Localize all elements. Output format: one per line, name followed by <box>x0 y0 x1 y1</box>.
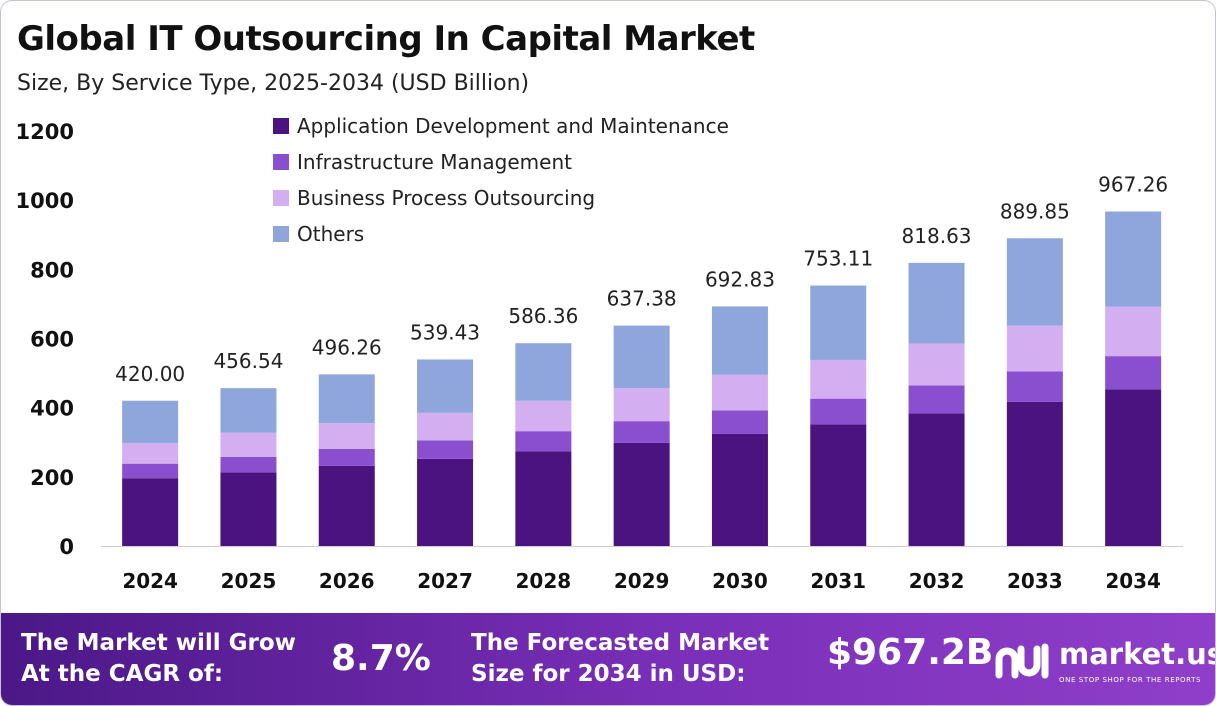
bar-segment-1 <box>220 472 277 546</box>
legend-label: Others <box>297 222 364 246</box>
bar-total-label: 692.83 <box>705 267 775 291</box>
bar-segment-1 <box>711 433 768 546</box>
bar-segment-4 <box>1006 238 1063 326</box>
bar-segment-2 <box>220 456 277 473</box>
bar-segment-2 <box>810 398 867 425</box>
brand-name: market.us <box>1059 637 1216 671</box>
bar-total-label: 420.00 <box>115 362 185 386</box>
bar-segment-1 <box>1105 389 1162 546</box>
x-tick-label: 2032 <box>909 569 965 593</box>
bar-segment-4 <box>318 374 375 424</box>
bar-segment-3 <box>220 432 277 457</box>
bar-segment-4 <box>908 262 965 344</box>
x-tick-label: 2025 <box>221 569 277 593</box>
chart-subtitle: Size, By Service Type, 2025-2034 (USD Bi… <box>17 71 530 96</box>
x-tick-label: 2024 <box>122 569 178 593</box>
bar-segment-4 <box>122 400 179 443</box>
bar-total-label: 818.63 <box>902 224 972 248</box>
bar-total-label: 586.36 <box>508 304 578 328</box>
bar-segment-4 <box>711 306 768 375</box>
y-tick-label: 800 <box>30 258 74 282</box>
legend-label: Application Development and Maintenance <box>297 114 729 138</box>
bar-total-label: 753.11 <box>803 247 873 271</box>
bar-segment-3 <box>810 359 867 399</box>
bar-segment-1 <box>908 413 965 546</box>
bar-segment-3 <box>711 374 768 411</box>
legend-label: Infrastructure Management <box>297 150 572 174</box>
market-us-logo-icon <box>995 643 1049 679</box>
bar-segment-2 <box>908 385 965 414</box>
bar-total-label: 967.26 <box>1098 172 1168 196</box>
bar-total-label: 496.26 <box>312 335 382 359</box>
forecast-value: $967.2B <box>827 632 994 673</box>
x-tick-label: 2027 <box>417 569 473 593</box>
bar-segment-3 <box>515 400 572 432</box>
legend-label: Business Process Outsourcing <box>297 186 595 210</box>
bar-segment-2 <box>613 421 670 443</box>
chart-title: Global IT Outsourcing In Capital Market <box>17 19 755 59</box>
bar-segment-2 <box>1006 371 1063 402</box>
bar-segment-3 <box>908 343 965 386</box>
bar-segment-2 <box>417 440 474 459</box>
forecast-caption: The Forecasted Market Size for 2034 in U… <box>471 628 769 690</box>
bar-total-label: 889.85 <box>1000 199 1070 223</box>
cagr-caption-line1: The Market will Grow <box>21 630 296 656</box>
legend-swatch <box>273 118 289 134</box>
bar-segment-1 <box>122 478 179 546</box>
cagr-value: 8.7% <box>331 638 431 679</box>
bar-segment-1 <box>1006 401 1063 546</box>
bar-segment-4 <box>810 285 867 360</box>
brand-logo[interactable]: market.us ONE STOP SHOP FOR THE REPORTS <box>993 633 1216 693</box>
forecast-caption-line1: The Forecasted Market <box>471 630 770 656</box>
bar-segment-4 <box>417 359 474 413</box>
bar-segment-3 <box>613 388 670 422</box>
bar-segment-3 <box>122 442 179 464</box>
bar-segment-2 <box>515 431 572 452</box>
bar-segment-4 <box>515 343 572 401</box>
bar-segment-3 <box>318 423 375 449</box>
bar-segment-2 <box>1105 356 1162 390</box>
legend-swatch <box>273 154 289 170</box>
x-tick-label: 2028 <box>516 569 572 593</box>
bar-segment-1 <box>515 451 572 546</box>
stacked-bar-chart: 0 200 400 600 800 1000 1200 420.00 2024 456.54 202… <box>16 114 1183 593</box>
x-tick-label: 2031 <box>810 569 866 593</box>
cagr-caption-line2: At the CAGR of: <box>21 661 224 687</box>
legend-swatch <box>273 190 289 206</box>
y-tick-label: 1000 <box>16 189 74 213</box>
y-tick-label: 1200 <box>16 120 74 144</box>
bar-segment-1 <box>318 465 375 546</box>
y-tick-label: 200 <box>30 466 74 490</box>
bar-segment-1 <box>810 424 867 546</box>
bar-segment-3 <box>1105 306 1162 357</box>
bar-segment-2 <box>122 463 179 479</box>
bar-segment-2 <box>711 410 768 434</box>
bar-segment-1 <box>417 458 474 546</box>
summary-banner: The Market will Grow At the CAGR of: 8.7… <box>1 613 1216 705</box>
bar-segment-4 <box>1105 211 1162 307</box>
x-tick-label: 2030 <box>712 569 768 593</box>
x-tick-label: 2034 <box>1105 569 1161 593</box>
cagr-caption: The Market will Grow At the CAGR of: <box>21 628 296 690</box>
bar-segment-2 <box>318 448 375 466</box>
x-tick-label: 2029 <box>614 569 670 593</box>
bar-segment-1 <box>613 442 670 546</box>
brand-tagline: ONE STOP SHOP FOR THE REPORTS <box>1059 676 1202 684</box>
y-tick-label: 0 <box>59 535 74 559</box>
forecast-caption-line2: Size for 2034 in USD: <box>471 661 746 687</box>
x-tick-label: 2033 <box>1007 569 1063 593</box>
x-tick-label: 2026 <box>319 569 375 593</box>
bar-segment-3 <box>1006 325 1063 372</box>
bar-total-label: 456.54 <box>213 349 283 373</box>
y-tick-label: 600 <box>30 328 74 352</box>
bar-total-label: 539.43 <box>410 320 480 344</box>
y-tick-label: 400 <box>30 397 74 421</box>
legend-swatch <box>273 226 289 242</box>
bar-segment-4 <box>613 325 670 389</box>
bar-segment-3 <box>417 412 474 441</box>
bar-total-label: 637.38 <box>607 287 677 311</box>
bar-segment-4 <box>220 388 277 433</box>
